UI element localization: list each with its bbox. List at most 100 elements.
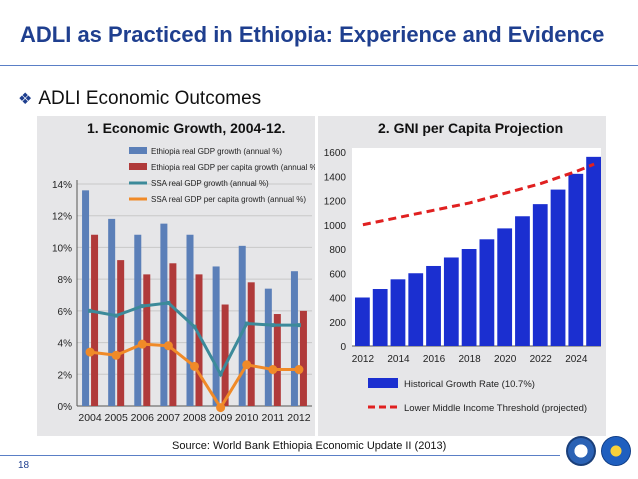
legend-label: Lower Middle Income Threshold (projected… — [404, 403, 587, 414]
bar — [497, 228, 513, 346]
bar — [568, 173, 584, 346]
bar — [108, 218, 116, 406]
line-point — [268, 365, 278, 375]
legend-label: Ethiopia real GDP growth (annual %) — [151, 147, 282, 156]
bar — [212, 266, 220, 406]
bar — [247, 282, 255, 406]
x-tick-label: 2010 — [235, 412, 259, 424]
x-tick-label: 2011 — [262, 412, 285, 424]
bar — [117, 260, 125, 406]
bar — [532, 204, 548, 346]
page-number: 18 — [18, 460, 30, 471]
bar — [355, 297, 370, 346]
bar — [195, 274, 203, 406]
line-point — [140, 304, 145, 309]
legend-label: SSA real GDP growth (annual %) — [151, 179, 269, 188]
diamond-bullet-icon: ❖ — [18, 91, 33, 108]
y-tick-label: 800 — [329, 245, 346, 256]
y-tick-label: 2% — [58, 370, 73, 381]
line-point — [244, 321, 249, 326]
legend-label: SSA real GDP per capita growth (annual %… — [151, 195, 306, 204]
y-tick-label: 10% — [52, 243, 72, 254]
bullet-item: ❖ ADLI Economic Outcomes — [18, 88, 261, 110]
source-note: Source: World Bank Ethiopia Economic Upd… — [172, 440, 447, 452]
x-tick-label: 2022 — [530, 354, 553, 365]
bar — [273, 314, 281, 406]
line-point — [114, 313, 119, 318]
bar — [238, 245, 246, 406]
gni-chart-title: 2. GNI per Capita Projection — [378, 120, 564, 136]
bar — [290, 271, 298, 406]
bar — [82, 190, 90, 406]
bar — [169, 263, 177, 406]
slide-title: ADLI as Practiced in Ethiopia: Experienc… — [20, 22, 605, 47]
bar — [299, 310, 307, 406]
legend-swatch — [129, 147, 147, 154]
line-point — [85, 347, 95, 357]
x-tick-label: 2007 — [157, 412, 181, 424]
y-tick-label: 200 — [329, 318, 346, 329]
bar — [221, 304, 229, 406]
bar — [264, 288, 272, 406]
title-divider — [0, 65, 638, 66]
y-tick-label: 0% — [58, 402, 73, 413]
line-point — [163, 341, 173, 351]
line-point — [296, 323, 301, 328]
line-point — [216, 403, 226, 413]
footer-divider — [0, 455, 560, 456]
gni-chart-panel: 2. GNI per Capita Projection 0 200 400 600 8… — [318, 116, 606, 436]
legend-label: Historical Growth Rate (10.7%) — [404, 379, 535, 390]
y-tick-label: 6% — [58, 307, 73, 318]
line-point — [294, 365, 304, 375]
x-tick-label: 2005 — [104, 412, 128, 424]
y-tick-label: 1000 — [324, 221, 347, 232]
x-tick-label: 2009 — [209, 412, 233, 424]
bar — [408, 273, 424, 346]
legend-label: Ethiopia real GDP per capita growth (ann… — [151, 163, 315, 172]
bar — [479, 239, 495, 346]
bullet-text: ADLI Economic Outcomes — [38, 88, 262, 109]
gni-chart: 0 200 400 600 800 1000 1200 1400 1600 2012 2014 201… — [324, 148, 601, 414]
bar — [390, 279, 406, 346]
legend-swatch — [368, 378, 398, 388]
line-point — [166, 300, 171, 305]
y-tick-label: 0 — [340, 342, 346, 353]
figure-panel: 1. Economic Growth, 2004-12. 0% 2% 4% 6% 8% 1… — [37, 116, 606, 436]
growth-chart-title: 1. Economic Growth, 2004-12. — [87, 120, 286, 136]
bar — [186, 234, 194, 406]
growth-chart-panel: 1. Economic Growth, 2004-12. 0% 2% 4% 6% 8% 1… — [37, 116, 320, 436]
line-point — [270, 323, 275, 328]
bar — [160, 223, 168, 406]
bar — [134, 234, 142, 406]
y-tick-label: 600 — [329, 269, 346, 280]
x-tick-label: 2012 — [352, 354, 375, 365]
bar — [372, 289, 388, 346]
x-tick-label: 2018 — [458, 354, 481, 365]
bar — [91, 234, 99, 406]
y-tick-label: 1200 — [324, 197, 347, 208]
university-logo-icon — [566, 436, 596, 466]
bar — [515, 216, 530, 346]
line-point — [192, 324, 197, 329]
bar — [586, 156, 601, 346]
x-tick-label: 2004 — [78, 412, 102, 424]
line-point — [242, 360, 252, 370]
y-tick-label: 12% — [52, 212, 72, 223]
bar — [550, 189, 566, 346]
x-tick-label: 2020 — [494, 354, 517, 365]
y-tick-label: 4% — [58, 339, 73, 350]
y-tick-label: 14% — [52, 180, 72, 191]
bar — [143, 274, 151, 406]
line-point — [111, 350, 121, 360]
bar — [461, 249, 477, 346]
x-tick-label: 2006 — [131, 412, 155, 424]
y-tick-label: 400 — [329, 294, 346, 305]
line-point — [88, 308, 93, 313]
line-point — [190, 361, 199, 371]
y-tick-label: 8% — [58, 275, 73, 286]
panel-divider — [315, 116, 318, 436]
threshold-line — [362, 162, 595, 227]
x-tick-label: 2014 — [387, 354, 410, 365]
legend-swatch — [129, 163, 147, 170]
ethiopia-emblem-icon — [601, 436, 631, 466]
